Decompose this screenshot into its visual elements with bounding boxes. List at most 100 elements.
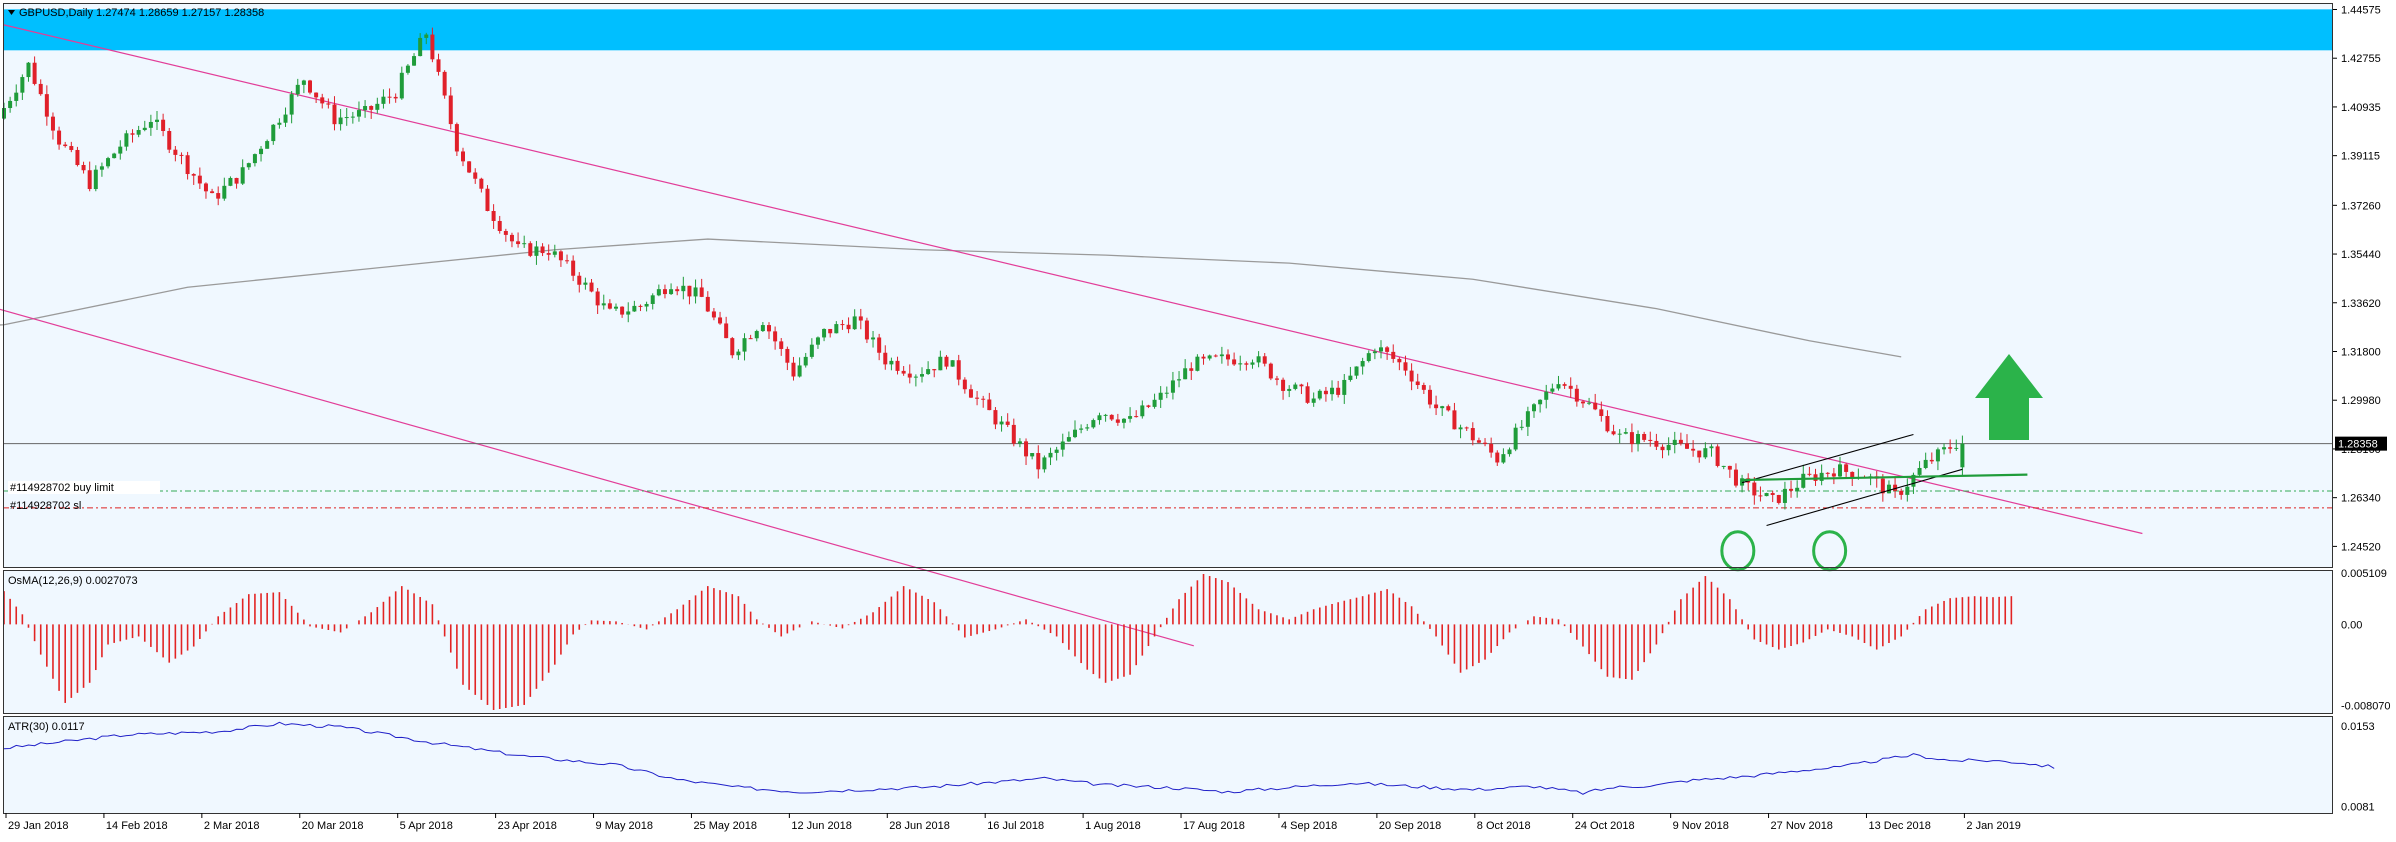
candle-body [1440, 406, 1445, 409]
candle [662, 284, 667, 299]
price-tick-label: 1.42755 [2341, 53, 2381, 65]
candle [1385, 346, 1390, 360]
candle [124, 130, 129, 151]
candle [393, 93, 398, 103]
candle [375, 97, 380, 114]
candle-body [767, 325, 771, 332]
candle [1789, 480, 1794, 498]
candle-body [203, 183, 208, 192]
candle [1195, 354, 1200, 372]
candle [271, 123, 276, 145]
candle-body [1599, 409, 1604, 416]
candle [1697, 450, 1702, 463]
candle [497, 215, 502, 234]
order-buy-limit-label[interactable]: #114928702 buy limit [10, 482, 114, 494]
candle [301, 79, 306, 94]
candle [1354, 366, 1359, 379]
candle-body [418, 37, 423, 57]
candle [1440, 405, 1445, 416]
candle [546, 244, 551, 261]
candle-body [846, 324, 851, 330]
time-tick-label: 20 Mar 2018 [302, 820, 364, 832]
order-sl-label[interactable]: #114928702 sl [10, 500, 81, 512]
candle [14, 84, 19, 107]
candle [1550, 383, 1555, 394]
candle [136, 125, 141, 138]
candle-body [1036, 453, 1041, 470]
candle-body [308, 80, 312, 93]
candle-body [1232, 359, 1237, 365]
price-pane[interactable] [3, 3, 2333, 568]
candle [1152, 393, 1157, 409]
candle-body [136, 130, 141, 135]
candle-body [742, 338, 747, 352]
candle-body [8, 100, 13, 109]
candle [999, 416, 1004, 432]
candle-body [252, 154, 257, 164]
candle-body [1256, 356, 1261, 363]
candle-body [1403, 362, 1408, 371]
candle-body [1776, 494, 1781, 503]
candle [1103, 413, 1108, 422]
candle [565, 254, 570, 264]
candle-body [491, 211, 496, 221]
candle-body [448, 95, 453, 125]
time-tick-label: 2 Mar 2018 [204, 820, 260, 832]
candle [1623, 428, 1628, 435]
candle-body [1819, 472, 1824, 481]
candle-body [724, 323, 729, 339]
candle-body [1923, 459, 1928, 468]
candle [920, 367, 924, 383]
price-tick-label: 1.29980 [2341, 395, 2381, 407]
candle [1886, 480, 1891, 494]
candle-body [620, 306, 625, 315]
candle [901, 366, 906, 376]
candle [644, 301, 649, 312]
candle-body [32, 62, 37, 84]
candle [1470, 422, 1475, 446]
candle [975, 391, 980, 406]
candle [1893, 476, 1898, 498]
candle-body [730, 338, 735, 356]
candle [1660, 444, 1665, 459]
candle-body [871, 337, 876, 340]
candle-body [1452, 410, 1457, 430]
collapse-triangle-icon[interactable] [8, 10, 15, 15]
price-tick-label: 1.35440 [2341, 249, 2381, 261]
candle [442, 70, 447, 99]
candle [1721, 465, 1726, 470]
candle [1170, 371, 1175, 400]
candle [50, 112, 55, 140]
candle [246, 162, 251, 170]
candle-body [1507, 449, 1512, 455]
candle [1005, 413, 1010, 428]
candle-body [461, 151, 465, 162]
candle-body [63, 144, 68, 147]
candle-body [259, 148, 264, 155]
candle-body [424, 34, 429, 38]
candle-body [191, 174, 196, 176]
candle [1121, 418, 1126, 429]
candle [1929, 452, 1934, 464]
candle [1054, 446, 1059, 461]
candle [148, 114, 153, 136]
candle [142, 120, 147, 132]
candle-body [1195, 356, 1200, 371]
candle-body [1434, 404, 1439, 409]
candle [1599, 401, 1604, 422]
candle-body [558, 251, 563, 261]
candle [1629, 423, 1634, 453]
atr-pane[interactable] [3, 716, 2333, 814]
osma-pane[interactable] [3, 570, 2333, 714]
candle [822, 328, 827, 342]
candle [1880, 474, 1885, 502]
candle-body [399, 72, 404, 99]
candle [356, 101, 361, 122]
candle [895, 356, 900, 375]
candle [191, 173, 196, 185]
candle [1703, 442, 1708, 460]
candle [1568, 377, 1573, 398]
candle [981, 395, 986, 408]
